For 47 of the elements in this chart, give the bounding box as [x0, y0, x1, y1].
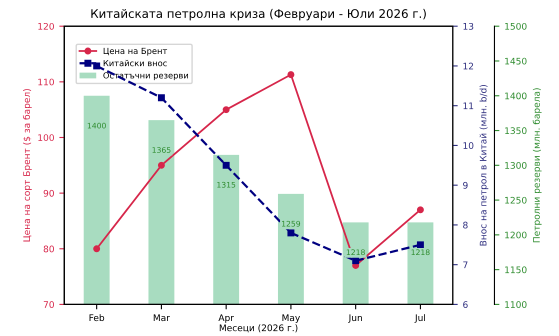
legend-label: Цена на Брент — [104, 48, 168, 56]
x-tick-label: Jul — [414, 314, 426, 323]
y3-tick-label: 1200 — [505, 232, 527, 238]
y3-axis-title: Петролни резерви (млн. барела) — [532, 88, 542, 242]
y2-tick-label: 6 — [463, 301, 468, 308]
x-tick-label: Mar — [154, 314, 170, 322]
y3-tick-label: 1350 — [505, 127, 527, 134]
y2-tick-label: 8 — [463, 222, 468, 228]
y-tick-label: 80 — [44, 246, 54, 252]
point — [287, 229, 294, 236]
x-tick-label: Jun — [348, 314, 362, 323]
y2-tick-label: 9 — [463, 182, 468, 189]
point — [222, 162, 230, 169]
y3-tick-label: 1400 — [505, 92, 527, 100]
y-tick-label: 120 — [38, 22, 54, 30]
y3-tick-label: 1450 — [505, 58, 527, 65]
legend-label: Китайски внос — [104, 60, 167, 66]
y-tick-label: 110 — [38, 78, 54, 86]
chart-title: Китайската петролна криза (Февруари - Юли 2026 г.) — [91, 8, 426, 20]
point — [287, 71, 294, 78]
y2-tick-label: 11 — [464, 102, 474, 110]
point — [93, 245, 100, 252]
point — [158, 94, 165, 102]
y3-tick-label: 1250 — [505, 196, 527, 204]
x-tick-label: Apr — [218, 314, 234, 323]
y2-tick-label: 10 — [464, 142, 474, 149]
y3-tick-label: 1150 — [505, 266, 527, 274]
y-tick-label: 90 — [44, 190, 54, 197]
y-tick-label: 100 — [38, 134, 54, 142]
y2-axis-title: Внос на петрол в Китай (млн. b/d) — [480, 85, 488, 246]
y3-tick-label: 1300 — [505, 162, 527, 169]
point — [352, 257, 360, 264]
point — [158, 162, 165, 169]
point — [222, 106, 230, 114]
x-axis-title: Месеци (2026 г.) — [220, 324, 298, 332]
point — [93, 62, 100, 70]
y-tick-label: 70 — [44, 301, 54, 308]
x-tick-label: May — [282, 314, 300, 323]
point — [416, 241, 424, 248]
point — [416, 206, 424, 214]
y2-tick-label: 7 — [463, 262, 468, 268]
y3-tick-label: 1500 — [505, 22, 527, 30]
x-tick-label: Feb — [90, 314, 104, 322]
y2-tick-label: 13 — [464, 22, 474, 30]
y3-tick-label: 1100 — [505, 301, 527, 308]
y-axis-title: Цена на сорт Брент ($ за барел) — [22, 89, 32, 242]
y2-tick-label: 12 — [464, 62, 474, 70]
